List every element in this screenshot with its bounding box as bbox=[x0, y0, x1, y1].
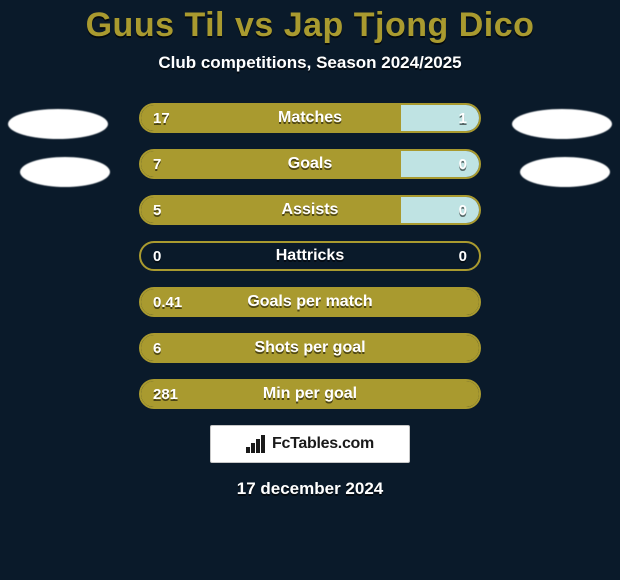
stats-list: 17Matches17Goals05Assists00Hattricks00.4… bbox=[0, 103, 620, 409]
stat-row: 0.41Goals per match bbox=[139, 287, 481, 317]
stat-label: Matches bbox=[141, 105, 479, 131]
stat-row: 17Matches1 bbox=[139, 103, 481, 133]
stat-label: Shots per goal bbox=[141, 335, 479, 361]
stat-row: 5Assists0 bbox=[139, 195, 481, 225]
player1-avatar-icon bbox=[20, 157, 110, 187]
player2-avatar-icon bbox=[512, 109, 612, 139]
branding-badge: FcTables.com bbox=[210, 425, 410, 463]
stat-label: Goals bbox=[141, 151, 479, 177]
stat-value-player2: 1 bbox=[459, 105, 467, 131]
date-label: 17 december 2024 bbox=[0, 479, 620, 499]
stat-label: Hattricks bbox=[141, 243, 479, 269]
stat-label: Assists bbox=[141, 197, 479, 223]
player2-avatar-icon bbox=[520, 157, 610, 187]
branding-text: FcTables.com bbox=[272, 435, 374, 453]
stat-value-player2: 0 bbox=[459, 197, 467, 223]
stat-label: Goals per match bbox=[141, 289, 479, 315]
stat-label: Min per goal bbox=[141, 381, 479, 407]
stat-value-player2: 0 bbox=[459, 243, 467, 269]
stat-row: 0Hattricks0 bbox=[139, 241, 481, 271]
stat-row: 6Shots per goal bbox=[139, 333, 481, 363]
stat-row: 281Min per goal bbox=[139, 379, 481, 409]
subtitle: Club competitions, Season 2024/2025 bbox=[0, 53, 620, 73]
page-title: Guus Til vs Jap Tjong Dico bbox=[0, 0, 620, 45]
player1-avatar-icon bbox=[8, 109, 108, 139]
bar-chart-icon bbox=[246, 435, 268, 453]
stat-value-player2: 0 bbox=[459, 151, 467, 177]
stat-row: 7Goals0 bbox=[139, 149, 481, 179]
comparison-area: 17Matches17Goals05Assists00Hattricks00.4… bbox=[0, 103, 620, 409]
